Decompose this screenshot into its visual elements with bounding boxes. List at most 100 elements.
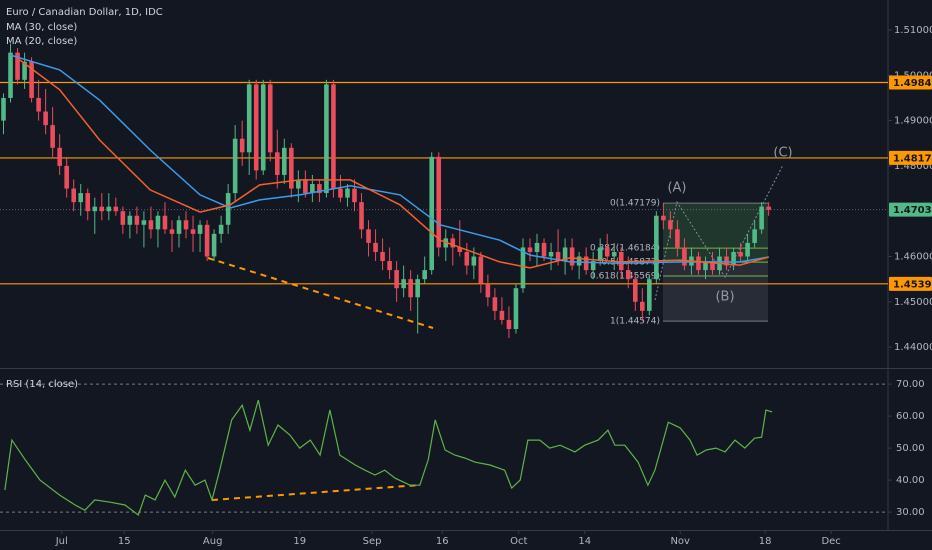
candle-body (246, 84, 252, 153)
candle-body (162, 215, 168, 230)
rsi-legend[interactable]: RSI (14, close) (6, 379, 78, 390)
y-tick-label: 1.45000 (894, 297, 932, 308)
price-badge-label: 1.48176 (893, 153, 932, 164)
candle-body (274, 152, 280, 175)
x-tick-label: 18 (759, 536, 772, 547)
candle-body (703, 261, 708, 271)
price-badge (889, 75, 932, 90)
moving-average (9, 54, 769, 265)
candle-body (471, 256, 477, 266)
x-tick-label: 16 (436, 536, 449, 547)
candle-body (296, 179, 301, 189)
x-tick-label: 14 (578, 536, 591, 547)
fib-zone (663, 203, 768, 263)
candle-body (120, 211, 126, 225)
candle-body (338, 188, 343, 198)
candle-body (766, 206, 771, 210)
candle-body (85, 193, 91, 212)
candle-body (317, 184, 322, 194)
candle-body (401, 279, 406, 289)
candle-body (387, 261, 392, 271)
ma-legend[interactable]: MA (20, close) (6, 36, 77, 47)
candle-body (232, 138, 238, 194)
rsi-pane: 30.00 40.00 50.00 60.00 70.00 Jul 15 Aug 19 Sep 16… (0, 379, 925, 547)
candle-body (99, 206, 105, 212)
candle-body (597, 247, 603, 262)
candle-body (436, 156, 442, 248)
candle-body (647, 279, 652, 311)
candle-body (92, 206, 98, 212)
candle-body (661, 215, 666, 221)
candle-body (640, 301, 645, 311)
price-badge (889, 276, 932, 291)
candle-body (513, 288, 519, 329)
candle-body (15, 52, 20, 80)
y-tick-label: 1.49000 (894, 116, 932, 127)
x-tick-label: Jul (55, 536, 68, 547)
price-badge-label: 1.47035 (893, 205, 932, 216)
candle-body (366, 229, 371, 243)
candle-body (106, 206, 112, 212)
y-tick-label: 40.00 (896, 475, 925, 486)
candle-body (682, 247, 687, 266)
candle-body (22, 61, 27, 80)
candle-body (289, 147, 294, 189)
symbol-title[interactable]: Euro / Canadian Dollar, 1D, IDC (6, 7, 163, 18)
candle-body (429, 156, 435, 271)
y-tick-label: 1.48000 (894, 161, 932, 172)
candle-body (253, 84, 259, 171)
candle-body (415, 279, 420, 298)
candle-body (506, 319, 512, 329)
candle-body (127, 215, 133, 225)
candle-body (169, 229, 175, 234)
candle-body (675, 229, 680, 248)
candle-body (36, 97, 41, 112)
candle-body (113, 206, 119, 212)
candle-body (183, 220, 189, 230)
candle-body (731, 251, 736, 266)
ma-legend[interactable]: MA (30, close) (6, 22, 77, 33)
fib-label: 1(1.44574) (610, 317, 660, 327)
candle-body (485, 283, 491, 298)
candle-body (632, 279, 638, 302)
y-tick-label: 70.00 (896, 379, 925, 390)
candle-body (218, 224, 224, 234)
candle-body (611, 251, 617, 257)
candle-body (352, 188, 357, 203)
candle-body (724, 256, 729, 266)
candle-body (155, 215, 161, 230)
moving-average (19, 59, 769, 269)
candle-body (745, 242, 750, 257)
price-pane: 0(1.47179)0.382(1.46184)0.5(1.45877)0.61… (0, 25, 932, 353)
candle-body (190, 229, 196, 234)
x-tick-label: 15 (118, 536, 131, 547)
candle-body (1, 97, 6, 121)
candle-body (569, 247, 575, 266)
wave-label: (A) (667, 181, 686, 196)
fib-zone (663, 262, 768, 322)
candle-body (422, 270, 427, 280)
candle-body (752, 229, 757, 243)
candle-body (345, 188, 350, 198)
y-tick-label: 1.46000 (894, 252, 932, 263)
trend-line (211, 484, 421, 501)
candle-body (576, 256, 582, 266)
y-tick-label: 60.00 (896, 411, 925, 422)
candle-body (562, 247, 568, 262)
candle-body (527, 247, 533, 252)
x-tick-label: Dec (821, 536, 840, 547)
candle-body (464, 251, 470, 266)
candle-body (696, 256, 701, 271)
y-tick-label: 1.51000 (894, 25, 932, 36)
candle-body (148, 220, 154, 230)
candle-body (282, 147, 287, 175)
wave-label: (B) (715, 290, 734, 305)
candle-body (324, 84, 329, 194)
candle-body (625, 270, 631, 280)
y-tick-label: 50.00 (896, 443, 925, 454)
y-tick-label: 1.44000 (894, 342, 932, 353)
candle-body (8, 52, 13, 98)
candle-body (310, 184, 315, 194)
